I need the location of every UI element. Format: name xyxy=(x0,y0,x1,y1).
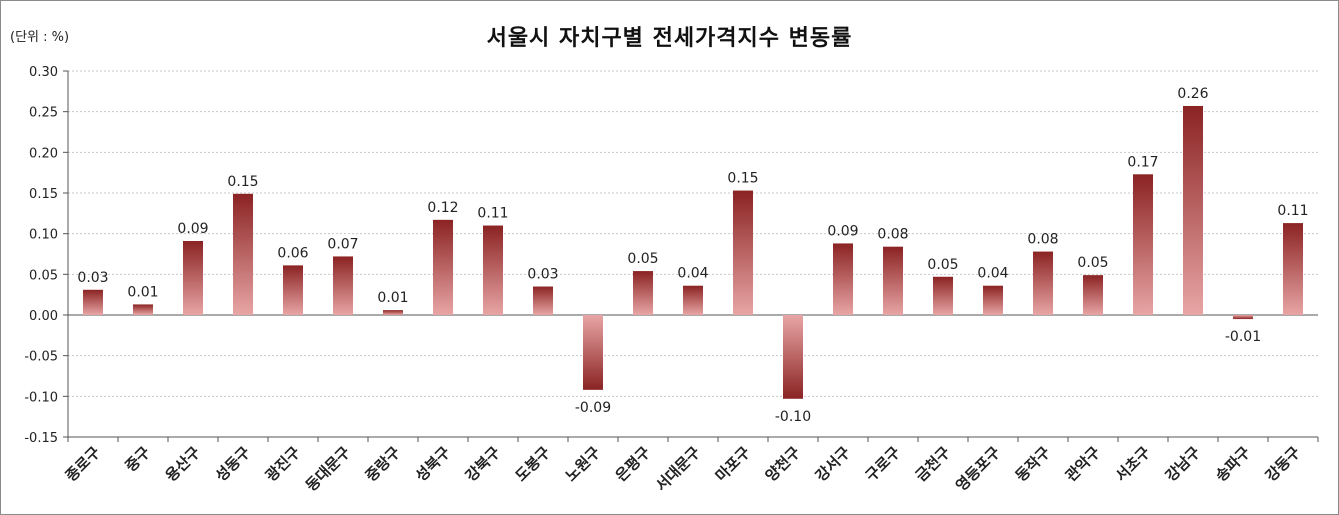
y-tick-label: 0.15 xyxy=(29,187,58,202)
bar xyxy=(1283,223,1303,315)
x-tick-label: 중랑구 xyxy=(362,443,404,485)
data-label: 0.11 xyxy=(1277,203,1308,219)
grid-lines xyxy=(68,70,1318,438)
data-label: 0.17 xyxy=(1127,154,1158,170)
bar xyxy=(883,246,903,315)
bar xyxy=(633,271,653,315)
data-label: 0.26 xyxy=(1177,86,1208,102)
data-label: 0.07 xyxy=(327,236,358,252)
x-tick-label: 광진구 xyxy=(262,443,304,485)
bar xyxy=(383,310,403,315)
y-tick-label: -0.10 xyxy=(24,390,58,405)
x-tick-label: 동대문구 xyxy=(302,443,354,495)
x-tick-label: 강동구 xyxy=(1262,443,1304,485)
bar xyxy=(1133,174,1153,315)
x-tick-label: 은평구 xyxy=(612,443,654,485)
x-tick-label: 관악구 xyxy=(1062,443,1104,485)
bar xyxy=(733,190,753,315)
x-tick-label: 중구 xyxy=(122,443,154,475)
data-labels: 0.03 0.01 0.09 0.15 0.06 0.07 0.01 0.12 0.11 0.03… xyxy=(77,86,1308,425)
bar xyxy=(283,265,303,315)
data-label: -0.01 xyxy=(1225,329,1261,345)
data-label: 0.09 xyxy=(827,223,858,239)
x-tick-label: 도봉구 xyxy=(512,443,554,485)
x-tick-label: 송파구 xyxy=(1212,443,1254,485)
x-tick-label: 영등포구 xyxy=(952,443,1004,495)
x-tick-label: 성동구 xyxy=(212,443,254,485)
x-tick-label: 종로구 xyxy=(62,443,104,485)
bars xyxy=(83,105,1303,399)
data-label: -0.10 xyxy=(775,409,811,425)
bar xyxy=(783,315,803,399)
x-tick-label: 강남구 xyxy=(1162,443,1204,485)
data-label: 0.03 xyxy=(527,267,558,283)
data-label: 0.05 xyxy=(1077,255,1108,271)
y-tick-label: 0.10 xyxy=(29,228,58,243)
data-label: 0.04 xyxy=(977,266,1008,282)
bar xyxy=(433,219,453,315)
data-label: 0.08 xyxy=(877,227,908,243)
x-tick-label: 성북구 xyxy=(412,443,454,485)
x-tick-label: 양천구 xyxy=(762,443,804,485)
bar xyxy=(83,289,103,315)
bar xyxy=(233,193,253,315)
data-label: 0.05 xyxy=(927,257,958,273)
data-label: 0.01 xyxy=(127,284,158,300)
x-tick-label: 서대문구 xyxy=(652,443,704,495)
data-label: 0.12 xyxy=(427,200,458,216)
data-label: 0.15 xyxy=(727,171,758,187)
x-tick-label: 강북구 xyxy=(462,443,504,485)
data-label: 0.03 xyxy=(77,270,108,286)
data-label: 0.15 xyxy=(227,174,258,190)
bar xyxy=(683,285,703,315)
y-tick-label: 0.00 xyxy=(29,309,58,324)
bar xyxy=(1033,251,1053,315)
y-tick-label: 0.05 xyxy=(29,268,58,283)
bar xyxy=(1233,315,1253,320)
y-tick-label: -0.15 xyxy=(24,431,58,446)
x-tick-label: 마포구 xyxy=(712,443,754,485)
bar xyxy=(533,286,553,315)
data-label: 0.08 xyxy=(1027,232,1058,248)
y-tick-label: 0.25 xyxy=(29,106,58,121)
bar xyxy=(1083,275,1103,315)
y-tick-label: 0.20 xyxy=(29,146,58,161)
data-label: 0.01 xyxy=(377,290,408,306)
bar xyxy=(1183,105,1203,316)
bar xyxy=(483,225,503,315)
data-label: 0.09 xyxy=(177,221,208,237)
bar xyxy=(983,285,1003,315)
unit-label: (단위 : %) xyxy=(10,30,70,45)
y-tick-label: 0.30 xyxy=(29,65,58,80)
x-tick-label: 강서구 xyxy=(812,443,854,485)
bar xyxy=(933,276,953,315)
data-label: 0.11 xyxy=(477,206,508,222)
bar xyxy=(833,243,853,315)
x-tick-label: 용산구 xyxy=(162,443,204,485)
bar xyxy=(583,315,603,390)
x-tick-label: 동작구 xyxy=(1012,443,1054,485)
data-label: 0.04 xyxy=(677,266,708,282)
x-tick-label: 구로구 xyxy=(862,443,904,485)
y-tick-label: -0.05 xyxy=(24,350,58,365)
data-label: -0.09 xyxy=(575,400,611,416)
x-tick-label: 서초구 xyxy=(1112,443,1154,485)
x-tick-label: 금천구 xyxy=(912,443,954,485)
data-label: 0.05 xyxy=(627,251,658,267)
y-tick-labels: 0.30 0.25 0.20 0.15 0.10 0.05 0.00 -0.05 -0.10 -0… xyxy=(24,65,58,446)
data-label: 0.06 xyxy=(277,245,308,261)
bar xyxy=(133,304,153,315)
chart-title: 서울시 자치구별 전세가격지수 변동률 xyxy=(486,26,853,51)
bar xyxy=(333,256,353,315)
x-tick-label: 노원구 xyxy=(562,443,604,485)
bar xyxy=(183,240,203,315)
